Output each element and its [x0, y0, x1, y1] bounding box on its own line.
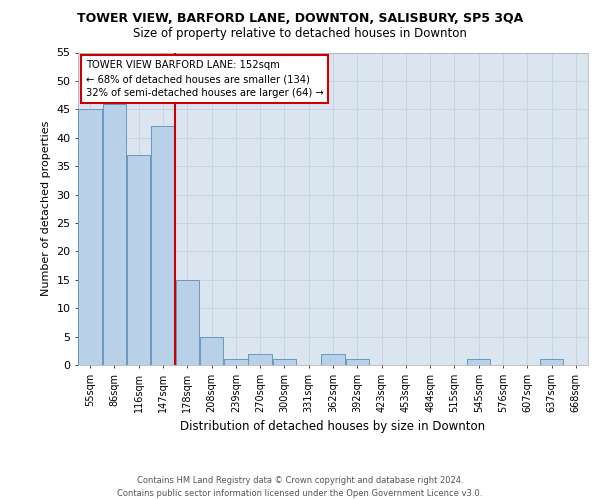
Text: TOWER VIEW, BARFORD LANE, DOWNTON, SALISBURY, SP5 3QA: TOWER VIEW, BARFORD LANE, DOWNTON, SALIS…	[77, 12, 523, 26]
Bar	[127, 155, 151, 365]
Bar	[103, 104, 126, 365]
Bar	[224, 360, 248, 365]
Y-axis label: Number of detached properties: Number of detached properties	[41, 121, 50, 296]
Bar	[248, 354, 272, 365]
Bar	[346, 360, 369, 365]
Text: TOWER VIEW BARFORD LANE: 152sqm
← 68% of detached houses are smaller (134)
32% o: TOWER VIEW BARFORD LANE: 152sqm ← 68% of…	[86, 60, 323, 98]
Bar	[321, 354, 345, 365]
Bar	[272, 360, 296, 365]
Text: Contains HM Land Registry data © Crown copyright and database right 2024.
Contai: Contains HM Land Registry data © Crown c…	[118, 476, 482, 498]
Bar	[467, 360, 490, 365]
Bar	[176, 280, 199, 365]
Bar	[540, 360, 563, 365]
Bar	[200, 336, 223, 365]
Bar	[151, 126, 175, 365]
X-axis label: Distribution of detached houses by size in Downton: Distribution of detached houses by size …	[181, 420, 485, 434]
Text: Size of property relative to detached houses in Downton: Size of property relative to detached ho…	[133, 28, 467, 40]
Bar	[79, 110, 102, 365]
